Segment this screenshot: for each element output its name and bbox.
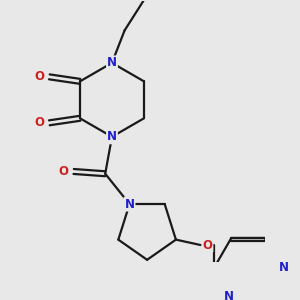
Text: O: O bbox=[34, 70, 44, 83]
Text: N: N bbox=[107, 56, 117, 69]
Text: O: O bbox=[202, 238, 212, 251]
Text: N: N bbox=[279, 261, 289, 274]
Text: O: O bbox=[34, 116, 44, 129]
Text: N: N bbox=[224, 290, 234, 300]
Text: O: O bbox=[59, 165, 69, 178]
Text: N: N bbox=[124, 198, 134, 211]
Text: N: N bbox=[107, 130, 117, 143]
